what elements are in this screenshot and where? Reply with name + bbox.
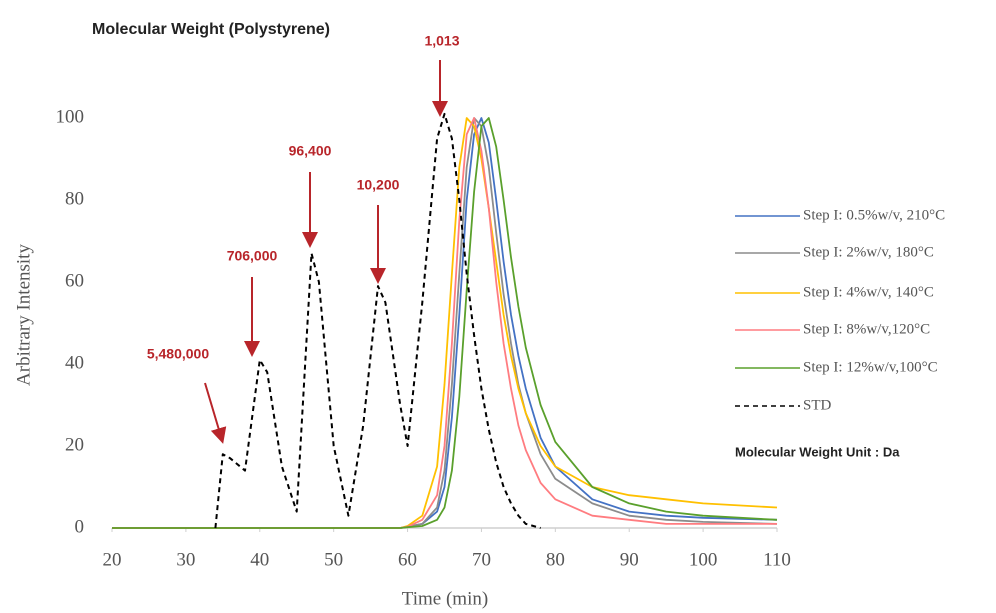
x-tick-label: 100 [689,549,718,570]
y-tick-label: 80 [65,188,84,209]
x-tick-label: 40 [250,549,269,570]
unit-note: Molecular Weight Unit : Da [735,444,900,459]
x-axis-label: Time (min) [402,588,488,609]
annotation: 706,000 [227,248,278,264]
y-tick-label: 100 [56,106,85,127]
y-tick-label: 40 [65,352,84,373]
x-tick-label: 50 [324,549,343,570]
annotation: 1,013 [424,33,459,49]
x-tick-label: 70 [472,549,491,570]
legend-label: Step I: 0.5%w/v, 210°C [803,207,945,223]
y-axis-label: Arbitrary Intensity [13,244,34,386]
x-tick-label: 20 [103,549,122,570]
chart-title: Molecular Weight (Polystyrene) [92,21,330,38]
series-line [112,118,777,528]
y-tick-label: 20 [65,434,84,455]
legend-label: STD [803,397,832,413]
legend-label: Step I: 2%w/v, 180°C [803,244,934,260]
annotation: 96,400 [289,143,332,159]
legend-label: Step I: 12%w/v,100°C [803,359,938,375]
legend-label: Step I: 8%w/v,120°C [803,321,930,337]
annotation-arrow [205,383,222,440]
x-tick-label: 110 [763,549,791,570]
y-tick-label: 60 [65,270,84,291]
page: Molecular Weight (Polystyrene) Time (min… [0,0,996,613]
x-tick-label: 30 [176,549,195,570]
annotation: 10,200 [357,177,400,193]
x-tick-label: 60 [398,549,417,570]
y-tick-label: 0 [75,516,85,537]
x-tick-label: 90 [620,549,639,570]
annotation: 5,480,000 [147,346,209,362]
legend-label: Step I: 4%w/v, 140°C [803,284,934,300]
chart: Molecular Weight (Polystyrene) Time (min… [0,0,996,613]
x-tick-label: 80 [546,549,565,570]
